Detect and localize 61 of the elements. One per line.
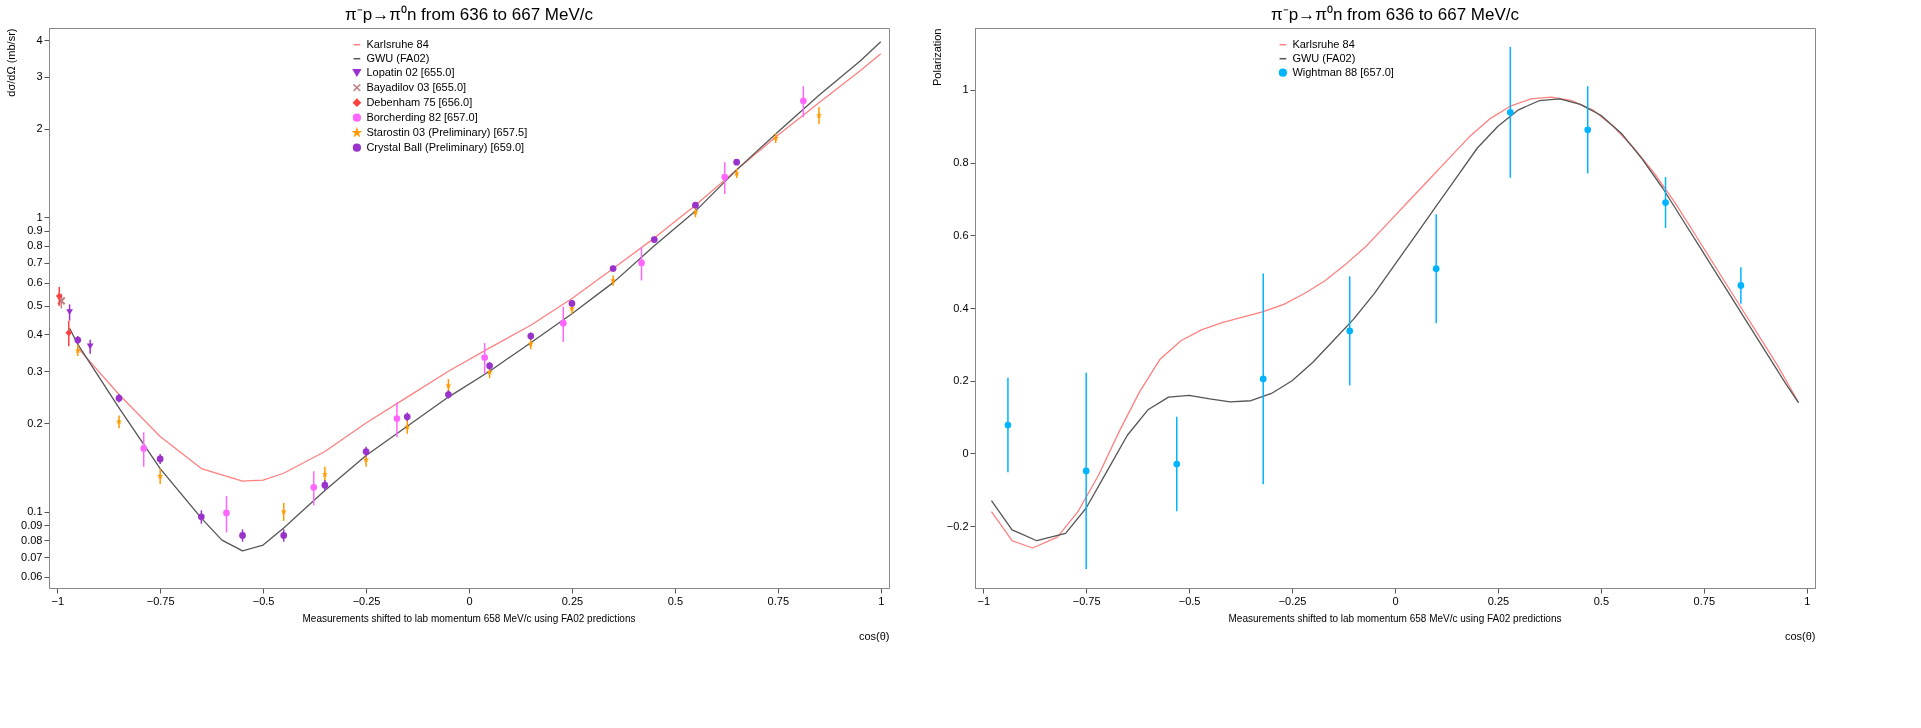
chart-title: π⁻p→π⁰n from 636 to 667 MeV/c <box>1270 5 1520 24</box>
x-tick-label: 0.5 <box>667 594 684 607</box>
y-tick-label: 0.8 <box>27 239 43 252</box>
y-tick-label: 1 <box>962 83 969 96</box>
y-tick-label: 0.2 <box>953 374 969 387</box>
y-axis-title: dσ/dΩ (mb/sr) <box>5 28 18 97</box>
y-tick-label: 0.1 <box>27 505 43 518</box>
legend-label: Bayadilov 03 [655.0] <box>366 80 467 93</box>
legend-label: Wightman 88 [657.0] <box>1292 65 1394 78</box>
y-tick-label: 0.09 <box>21 518 43 531</box>
x-tick-label: 0 <box>1392 594 1399 607</box>
y-tick-label: −0.2 <box>946 519 969 532</box>
legend-label: GWU (FA02) <box>1292 51 1356 64</box>
x-tick-label: −0.75 <box>146 594 175 607</box>
y-tick-label: 3 <box>36 70 43 83</box>
legend-label: GWU (FA02) <box>366 51 430 64</box>
x-tick-label: 0.75 <box>1693 594 1716 607</box>
y-tick-label: 0.6 <box>27 276 43 289</box>
text: Measurements shifted to lab momentum 658 MeV/c using FA02 predictions <box>1228 613 1562 624</box>
legend-label: Karlsruhe 84 <box>366 37 429 50</box>
y-tick-label: 0.8 <box>953 156 969 169</box>
y-tick-label: 0.4 <box>953 301 969 314</box>
x-tick-label: −0.5 <box>1178 594 1201 607</box>
y-tick-label: 0.06 <box>21 570 43 583</box>
y-tick-label: 0.6 <box>953 228 969 241</box>
x-tick-label: −0.5 <box>252 594 275 607</box>
x-axis-title: cos(θ) <box>1784 629 1816 642</box>
x-tick-label: −1 <box>51 594 65 607</box>
legend-label: Karlsruhe 84 <box>1292 37 1355 50</box>
x-tick-label: 0.5 <box>1593 594 1610 607</box>
legend-label: Lopatin 02 [655.0] <box>366 65 455 78</box>
y-tick-label: 0.7 <box>27 256 43 269</box>
x-tick-label: 1 <box>1804 594 1811 607</box>
x-tick-label: 1 <box>878 594 885 607</box>
legend-label: Debenham 75 [656.0] <box>366 95 473 108</box>
y-tick-label: 0.3 <box>27 364 43 377</box>
legend-label: Crystal Ball (Preliminary) [659.0] <box>366 140 525 153</box>
x-axis-title: cos(θ) <box>858 629 890 642</box>
x-tick-label: −0.75 <box>1072 594 1101 607</box>
y-tick-label: 0.2 <box>27 416 43 429</box>
y-tick-label: 0.07 <box>21 550 43 563</box>
y-tick-label: 1 <box>36 210 43 223</box>
y-tick-label: 0.9 <box>27 224 43 237</box>
x-tick-label: 0 <box>466 594 473 607</box>
y-axis-title: Polarization <box>930 28 943 86</box>
y-tick-label: 0.08 <box>21 533 43 546</box>
x-tick-label: 0.75 <box>767 594 790 607</box>
y-tick-label: 0 <box>962 446 969 459</box>
chart-title: π⁻p→π⁰n from 636 to 667 MeV/c <box>344 5 594 24</box>
y-tick-label: 0.4 <box>27 327 43 340</box>
text: Measurements shifted to lab momentum 658 MeV/c using FA02 predictions <box>302 613 636 624</box>
legend-label: Borcherding 82 [657.0] <box>366 110 478 123</box>
x-tick-label: −0.25 <box>1278 594 1307 607</box>
y-tick-label: 0.5 <box>27 299 43 312</box>
y-tick-label: 2 <box>36 122 43 135</box>
x-tick-label: 0.25 <box>1487 594 1510 607</box>
x-tick-label: −0.25 <box>352 594 381 607</box>
x-tick-label: 0.25 <box>561 594 584 607</box>
legend-label: Starostin 03 (Preliminary) [657.5] <box>366 125 528 138</box>
x-tick-label: −1 <box>977 594 991 607</box>
y-tick-label: 4 <box>36 33 43 46</box>
